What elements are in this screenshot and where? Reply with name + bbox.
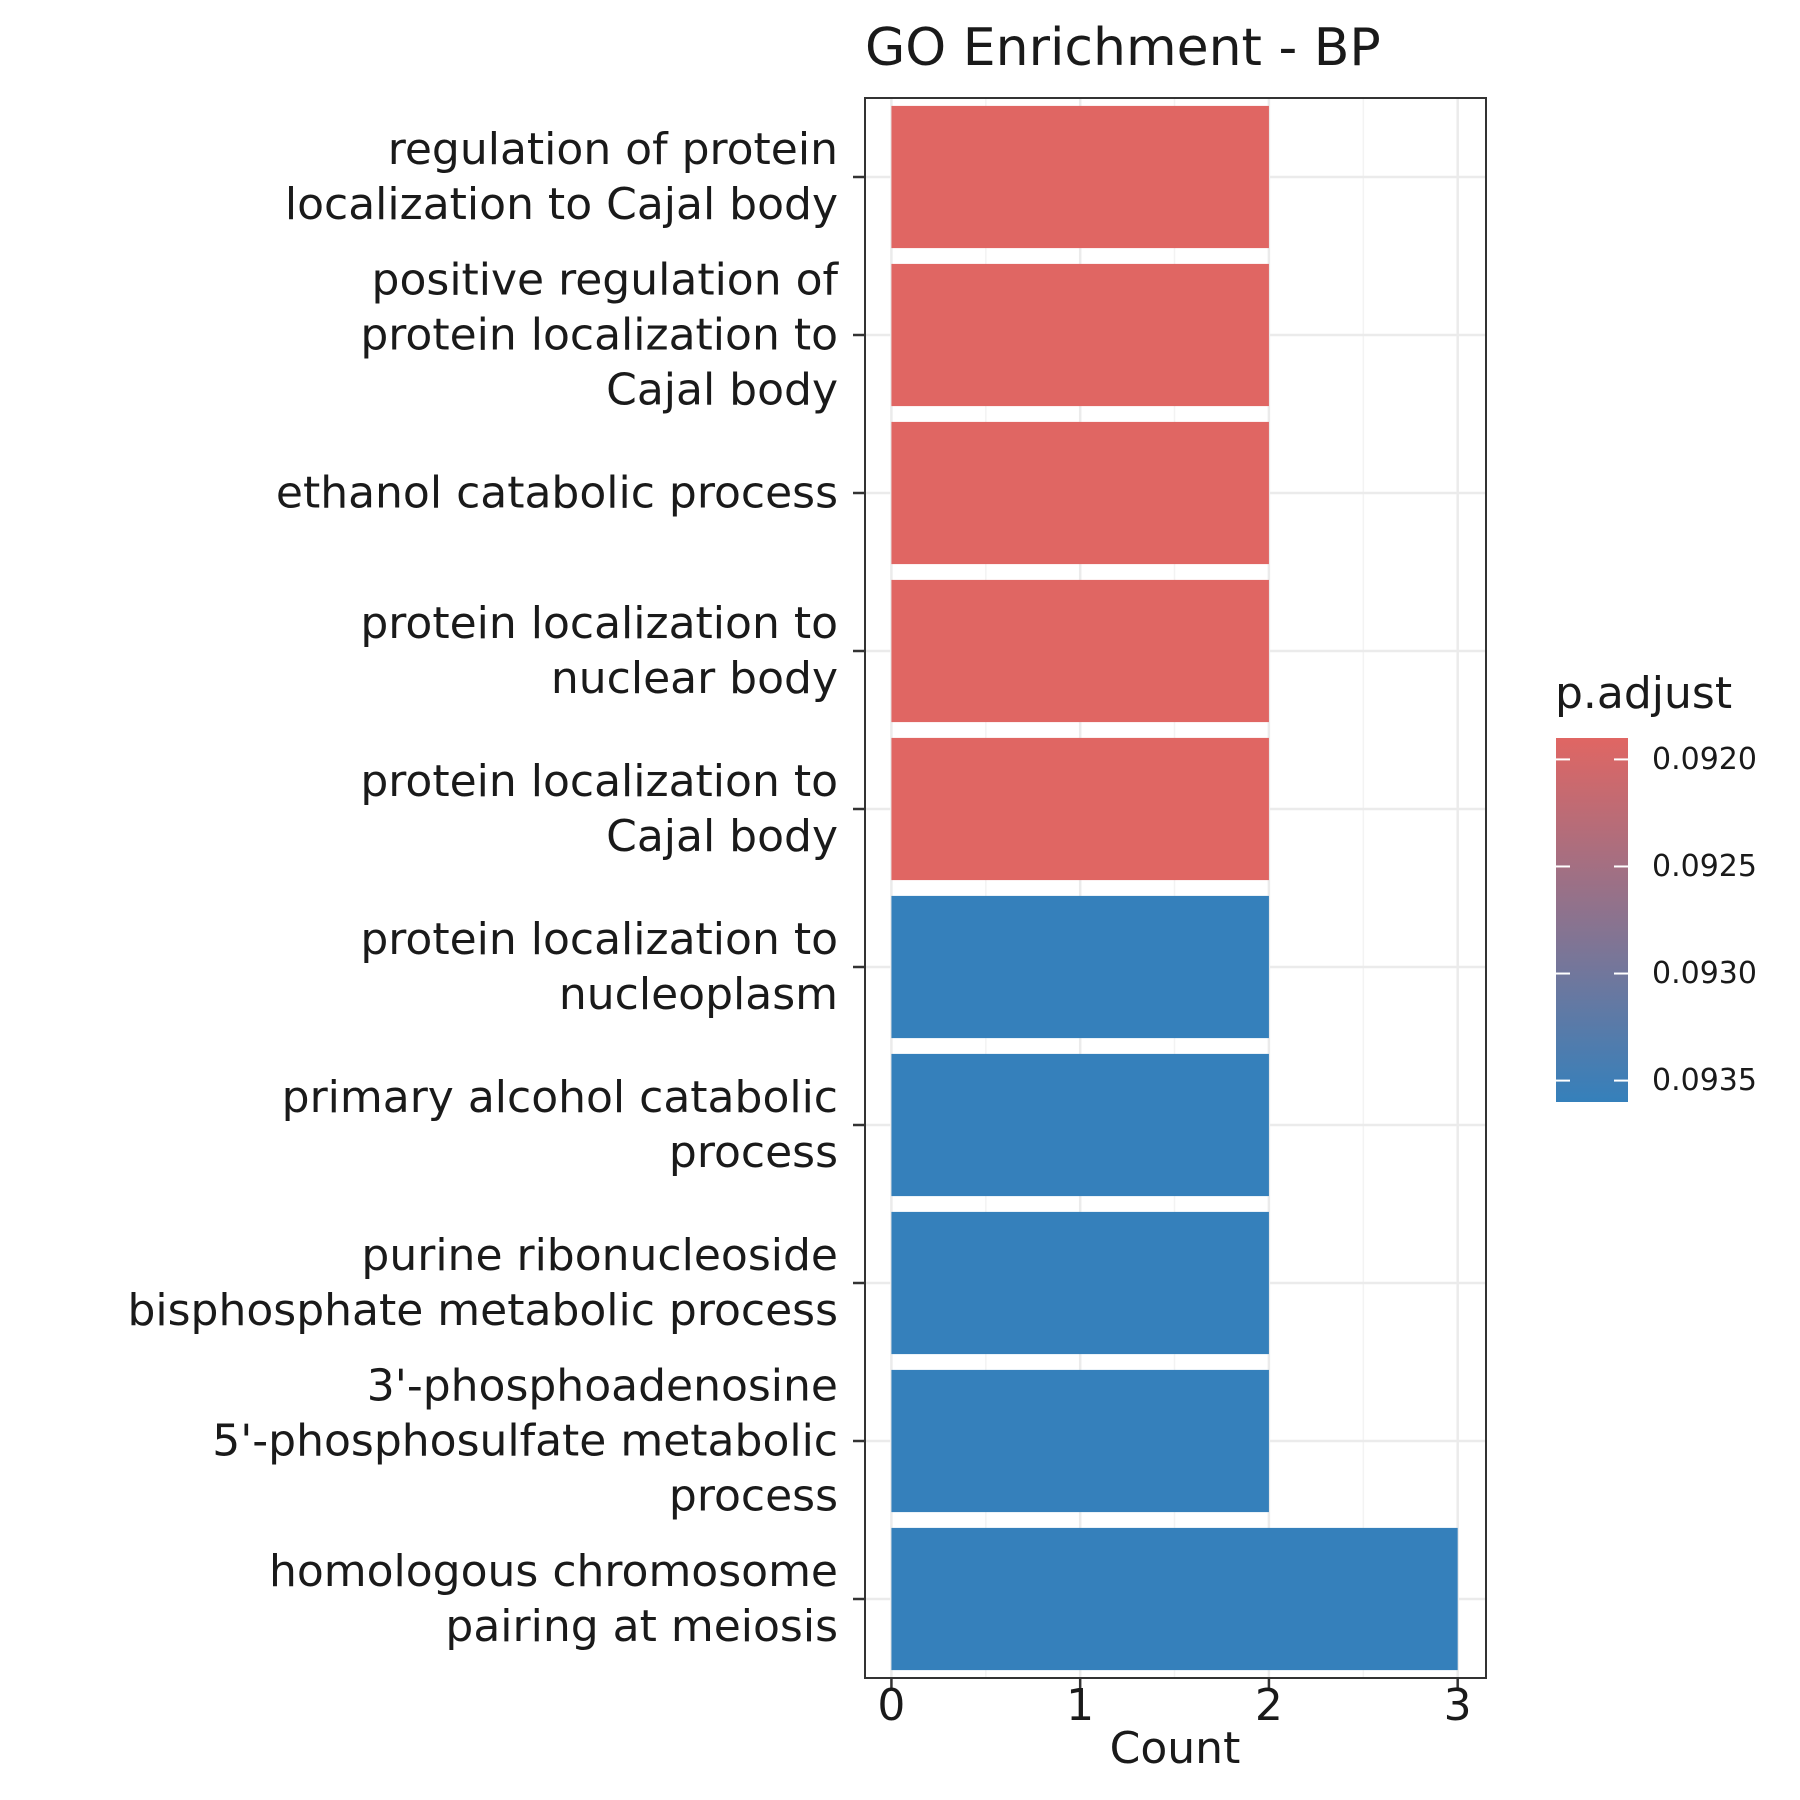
bars (891, 105, 1458, 1671)
bar (891, 263, 1269, 407)
x-tick-label: 2 (1255, 1680, 1283, 1731)
colorbar-tick-label: 0.0920 (1652, 742, 1757, 777)
y-tick-label: process (669, 1127, 838, 1178)
bar (891, 579, 1269, 723)
y-tick-label: protein localization to (360, 756, 838, 807)
y-tick-label: purine ribonucleoside (361, 1230, 838, 1281)
y-tick-label: homologous chromosome (269, 1546, 838, 1597)
y-tick-label: primary alcohol catabolic (282, 1072, 838, 1123)
colorbar-tick-label: 0.0925 (1652, 849, 1757, 884)
y-tick-label: localization to Cajal body (285, 179, 838, 230)
bar (891, 1053, 1269, 1197)
plot-panel-border (864, 97, 1487, 1679)
colorbar-ticks: 0.0920 0.0925 0.0930 0.0935 (1556, 742, 1757, 1098)
colorbar (1556, 738, 1628, 1102)
y-tick-label: process (669, 1471, 838, 1522)
x-tick-label: 0 (877, 1680, 905, 1731)
y-tick-label: 3'-phosphoadenosine (367, 1361, 838, 1412)
y-tick-label: ethanol catabolic process (276, 468, 838, 519)
y-tick-label: nucleoplasm (559, 969, 838, 1020)
colorbar-tick-label: 0.0930 (1652, 956, 1757, 991)
x-tick-label: 1 (1066, 1680, 1094, 1731)
y-tick-label: Cajal body (606, 811, 838, 862)
y-tick-label: protein localization to (360, 310, 838, 361)
y-tick-label: bisphosphate metabolic process (127, 1285, 838, 1336)
chart-title: GO Enrichment - BP (865, 18, 1381, 78)
y-tick-label: positive regulation of (372, 255, 840, 306)
y-tick-label: 5'-phosphosulfate metabolic (212, 1416, 838, 1467)
bar (891, 1211, 1269, 1355)
bar (891, 421, 1269, 565)
y-tick-label: nuclear body (551, 653, 838, 704)
y-tick-label: regulation of protein (388, 124, 838, 175)
x-axis: 0 1 2 3 (877, 1678, 1472, 1731)
bar (891, 1369, 1269, 1513)
bar (891, 737, 1269, 881)
bar (891, 895, 1269, 1039)
x-tick-label: 3 (1444, 1680, 1472, 1731)
y-tick-label: Cajal body (606, 365, 838, 416)
bar (891, 105, 1269, 249)
legend-title: p.adjust (1555, 668, 1732, 719)
x-axis-label: Count (1110, 1723, 1241, 1774)
y-tick-label: protein localization to (360, 598, 838, 649)
legend: p.adjust 0.0920 0.0925 0.0930 0.0935 (1555, 668, 1757, 1102)
colorbar-tick-label: 0.0935 (1652, 1063, 1757, 1098)
y-tick-label: pairing at meiosis (445, 1601, 838, 1652)
bar (891, 1527, 1458, 1671)
y-tick-label: protein localization to (360, 914, 838, 965)
